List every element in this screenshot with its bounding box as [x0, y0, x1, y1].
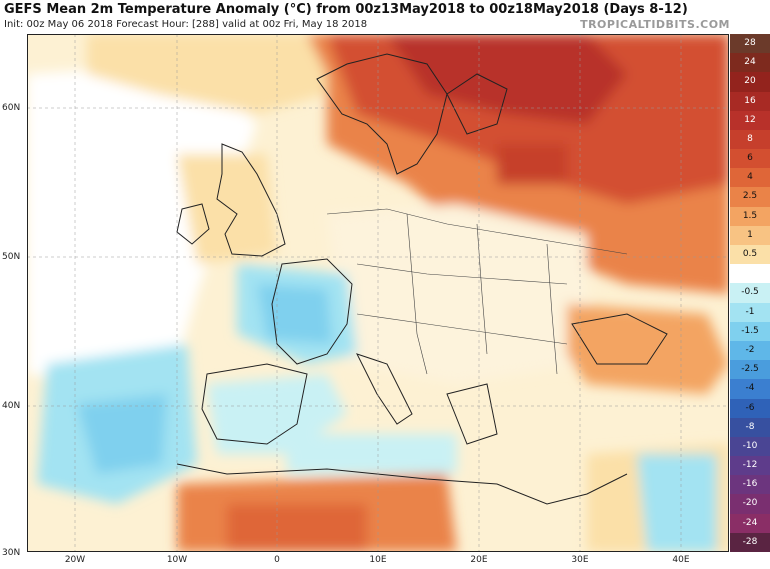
colorbar-cell: 28	[730, 34, 770, 54]
colorbar-cell: 4	[730, 168, 770, 188]
colorbar-cell: -24	[730, 513, 770, 533]
colorbar-cell: -10	[730, 436, 770, 457]
colorbar-cell: -20	[730, 494, 770, 514]
lon-label-20e: 20E	[470, 555, 488, 565]
anomaly-map-svg	[27, 34, 729, 552]
brand-watermark: TROPICALTIDBITS.COM	[580, 18, 730, 31]
colorbar-cell: -2	[730, 340, 770, 361]
anomaly-map	[27, 34, 729, 552]
lon-label-0: 0	[274, 555, 280, 565]
map-subtitle: Init: 00z May 06 2018 Forecast Hour: [28…	[4, 19, 368, 30]
lat-label-60n: 60N	[2, 103, 21, 113]
lat-label-50n: 50N	[2, 252, 21, 262]
map-title: GEFS Mean 2m Temperature Anomaly (°C) fr…	[4, 2, 688, 17]
lon-label-10e: 10E	[369, 555, 387, 565]
coastlines	[176, 53, 668, 505]
colorbar-cell: 12	[730, 110, 770, 130]
lon-label-20w: 20W	[64, 555, 86, 565]
colorbar-legend: 28 24 20 16 12 8 6 4 2.5 1.5 1 0.5 -0.5 -1 -1.5 -2 -2.5-…	[730, 34, 770, 552]
lat-label-30n: 30N	[2, 548, 21, 558]
colorbar-cell	[730, 264, 770, 284]
colorbar-cell: -1	[730, 302, 770, 322]
borders	[326, 208, 628, 375]
colorbar-cell: 6	[730, 149, 770, 169]
colorbar-cell: 1	[730, 225, 770, 246]
colorbar-cell: -0.5	[730, 283, 770, 303]
colorbar-cell: -6	[730, 398, 770, 418]
colorbar-cell: -4	[730, 379, 770, 399]
colorbar-cell: 16	[730, 91, 770, 111]
colorbar-cell: 0.5	[730, 245, 770, 265]
colorbar-cell: 1.5	[730, 206, 770, 226]
lon-label-30e: 30E	[571, 555, 589, 565]
colorbar-cell: 24	[730, 53, 770, 73]
colorbar-cell: 20	[730, 72, 770, 92]
colorbar-cell: -2.5	[730, 360, 770, 380]
colorbar-cell: -8	[730, 417, 770, 437]
lat-label-40n: 40N	[2, 401, 21, 411]
colorbar-cell: -28	[730, 532, 770, 552]
colorbar-cell: 8	[730, 129, 770, 150]
colorbar-cell: -12	[730, 456, 770, 476]
colorbar-cell: -16	[730, 475, 770, 495]
colorbar-cell: 2.5	[730, 187, 770, 207]
graticule	[27, 34, 729, 552]
lon-label-10w: 10W	[166, 555, 188, 565]
colorbar-cell: -1.5	[730, 321, 770, 341]
map-frame	[27, 34, 729, 552]
anomaly-fields	[27, 34, 729, 552]
lon-label-40e: 40E	[672, 555, 690, 565]
